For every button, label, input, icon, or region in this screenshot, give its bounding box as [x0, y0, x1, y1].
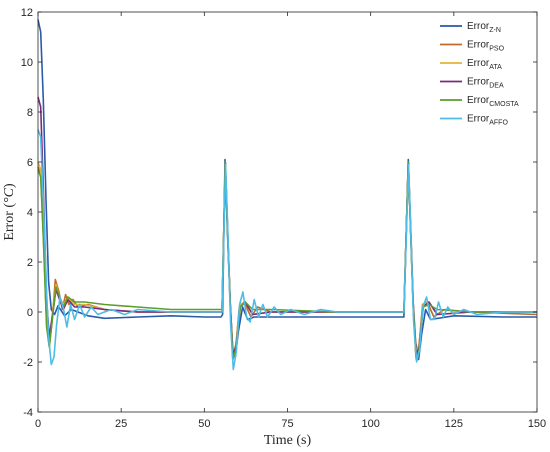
y-axis-label: Error (°C) — [2, 183, 17, 241]
y-tick-label: -4 — [23, 407, 33, 419]
y-axis-label-unit: °C — [2, 187, 17, 203]
x-axis-label: Time (s) — [264, 433, 312, 448]
y-tick-label: -2 — [23, 357, 33, 369]
x-axis: 0 25 50 75 100 125 150 — [35, 12, 546, 430]
y-tick-label: 4 — [27, 207, 33, 219]
y-axis-label-main: Error ( — [2, 203, 17, 241]
series-line-pso — [37, 161, 538, 358]
plot-frame — [37, 11, 538, 413]
series-line-affo — [37, 129, 537, 371]
y-tick-label: 2 — [27, 257, 33, 269]
y-tick-label: 0 — [27, 307, 33, 319]
legend-label-cmosta: ErrorCMOSTA — [467, 95, 519, 108]
x-tick-label: 0 — [35, 418, 41, 430]
y-tick-label: 12 — [21, 7, 33, 19]
series-line-ata — [37, 161, 537, 353]
y-tick-label: 8 — [27, 107, 33, 119]
y-axis: -4 -2 0 2 4 6 8 10 12 — [21, 7, 537, 419]
series-line-cmosta — [37, 161, 537, 361]
legend-label-ata: ErrorATA — [467, 58, 502, 71]
x-tick-label: 100 — [361, 418, 379, 430]
y-tick-label: 10 — [21, 57, 33, 69]
x-tick-label: 125 — [445, 418, 463, 430]
legend: ErrorZ-N ErrorPSO ErrorATA ErrorDEA ErrorCMO… — [440, 21, 519, 127]
legend-label-pso: ErrorPSO — [467, 40, 505, 53]
y-axis-label-end: ) — [2, 183, 17, 188]
x-tick-label: 75 — [281, 418, 293, 430]
series-lines — [37, 19, 538, 371]
x-tick-label: 150 — [528, 418, 546, 430]
legend-label-z-n: ErrorZ-N — [467, 21, 501, 34]
x-tick-label: 50 — [198, 418, 210, 430]
legend-label-dea: ErrorDEA — [467, 77, 504, 90]
legend-label-affo: ErrorAFFO — [467, 114, 508, 127]
y-tick-label: 6 — [27, 157, 33, 169]
x-tick-label: 25 — [115, 418, 127, 430]
series-line-z-n — [37, 19, 537, 361]
